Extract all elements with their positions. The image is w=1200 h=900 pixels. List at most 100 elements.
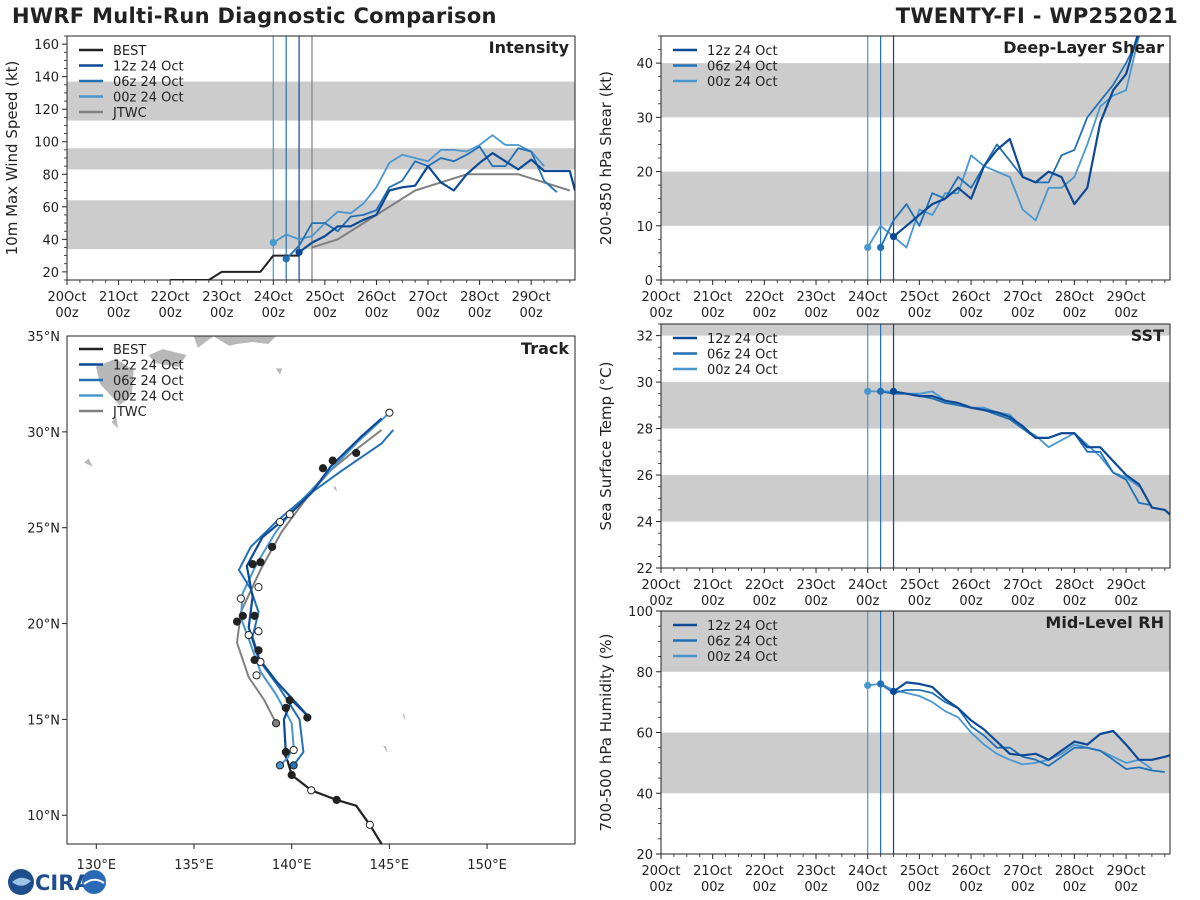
land-mass — [383, 745, 388, 753]
track-point-run06 — [275, 517, 285, 527]
series-line-run06 — [285, 145, 558, 260]
y-tick-label: 32 — [636, 330, 653, 345]
x-tick-label: 28Oct — [460, 290, 499, 305]
x-tick-sublabel: 00z — [701, 594, 725, 609]
x-tick-label: 26Oct — [952, 864, 991, 879]
chart-title-left: HWRF Multi-Run Diagnostic Comparison — [12, 4, 497, 28]
track-point-run12 — [268, 542, 277, 551]
panel-title: Intensity — [489, 38, 570, 57]
series-line-run06 — [880, 683, 1165, 773]
y-tick-label: 80 — [42, 168, 59, 183]
x-tick-sublabel: 00z — [959, 594, 983, 609]
x-tick-label: 28Oct — [1055, 290, 1094, 305]
x-tick-label: 29Oct — [512, 290, 551, 305]
legend-label: 12z 24 Oct — [113, 359, 184, 374]
init-marker-run00 — [269, 238, 277, 247]
x-tick-sublabel: 00z — [856, 306, 880, 321]
x-tick-label: 26Oct — [952, 578, 991, 593]
y-tick-label: 10 — [636, 220, 653, 235]
x-tick-label: 29Oct — [1107, 578, 1146, 593]
y-tick-label: 60 — [42, 201, 59, 216]
init-marker-run12 — [295, 248, 303, 256]
legend-label: BEST — [113, 343, 146, 358]
x-tick-label: 20Oct — [641, 290, 680, 305]
y-tick-label: 80 — [636, 666, 653, 681]
plot-area — [661, 611, 1170, 854]
series-line-run12 — [892, 36, 1139, 238]
legend-label: 06z 24 Oct — [707, 348, 778, 363]
land-mass — [213, 336, 277, 346]
track-point-jtwc — [271, 719, 281, 728]
x-tick-sublabel: 00z — [908, 306, 932, 321]
shaded-band — [661, 611, 1170, 672]
shaded-band — [661, 732, 1170, 794]
init-marker-run06 — [877, 387, 885, 395]
x-tick-label: 25Oct — [305, 290, 344, 305]
x-tick-sublabel: 00z — [856, 880, 880, 895]
track-point-run12 — [352, 448, 361, 458]
legend-label: 06z 24 Oct — [707, 635, 778, 650]
y-axis-label: 700-500 hPa Humidity (%) — [597, 633, 615, 831]
x-tick-label: 26Oct — [952, 290, 991, 305]
x-tick-sublabel: 00z — [1011, 594, 1035, 609]
series-line-run12 — [298, 152, 575, 254]
panel-title: Deep-Layer Shear — [1003, 38, 1164, 57]
x-tick-label: 22Oct — [745, 578, 784, 593]
x-tick-label: 24Oct — [848, 578, 887, 593]
legend-label: 12z 24 Oct — [707, 44, 778, 59]
lat-tick-label: 10°N — [27, 809, 60, 824]
x-tick-sublabel: 00z — [1011, 306, 1035, 321]
x-tick-sublabel: 00z — [1063, 880, 1087, 895]
panel-intensity: 2040608010012014016020Oct00z21Oct00z22Oc… — [3, 35, 576, 321]
lat-tick-label: 35°N — [27, 330, 60, 345]
x-tick-label: 26Oct — [357, 290, 396, 305]
x-tick-label: 27Oct — [1003, 290, 1042, 305]
track-point-run00 — [285, 510, 294, 519]
init-marker-run06 — [282, 255, 290, 263]
x-tick-sublabel: 00z — [804, 306, 828, 321]
legend-label: 12z 24 Oct — [113, 60, 184, 75]
legend-label: 00z 24 Oct — [113, 91, 184, 106]
y-tick-label: 120 — [34, 103, 59, 118]
x-tick-sublabel: 00z — [313, 306, 337, 321]
x-tick-label: 28Oct — [1055, 864, 1094, 879]
land-mass — [59, 495, 65, 505]
track-point-run12 — [248, 560, 257, 569]
y-tick-label: 22 — [636, 562, 653, 577]
track-point-run12 — [281, 747, 290, 757]
legend-label: 12z 24 Oct — [707, 619, 778, 634]
series-line-best — [170, 254, 300, 280]
x-tick-sublabel: 00z — [649, 306, 673, 321]
x-tick-sublabel: 00z — [753, 306, 777, 321]
track-point-run12 — [250, 655, 259, 665]
track-point-run00 — [275, 761, 285, 770]
shaded-band — [661, 382, 1170, 429]
x-tick-label: 23Oct — [797, 578, 836, 593]
track-point-run12 — [285, 696, 294, 705]
x-tick-sublabel: 00z — [908, 594, 932, 609]
legend-label: 12z 24 Oct — [707, 332, 778, 347]
y-tick-label: 100 — [34, 136, 59, 151]
track-point-run06 — [289, 761, 298, 770]
x-tick-label: 27Oct — [408, 290, 447, 305]
legend-label: JTWC — [112, 405, 147, 420]
x-tick-sublabel: 00z — [416, 306, 440, 321]
plot-area — [661, 324, 1170, 568]
x-tick-label: 24Oct — [254, 290, 293, 305]
y-axis-label: 10m Max Wind Speed (kt) — [3, 61, 21, 256]
x-tick-label: 24Oct — [848, 290, 887, 305]
y-tick-label: 40 — [636, 787, 653, 802]
x-tick-label: 21Oct — [99, 290, 138, 305]
x-tick-label: 27Oct — [1003, 864, 1042, 879]
x-tick-label: 25Oct — [900, 290, 939, 305]
legend-label: 00z 24 Oct — [707, 363, 778, 378]
legend-label: 00z 24 Oct — [113, 390, 184, 405]
x-tick-sublabel: 00z — [158, 306, 182, 321]
shaded-band — [661, 171, 1170, 226]
x-tick-label: 29Oct — [1107, 864, 1146, 879]
track-point-run12 — [318, 464, 328, 473]
track-point-best — [332, 795, 341, 805]
track-point-best — [307, 786, 316, 795]
lon-tick-label: 130°E — [77, 858, 117, 873]
series-line-run00 — [866, 36, 1140, 249]
